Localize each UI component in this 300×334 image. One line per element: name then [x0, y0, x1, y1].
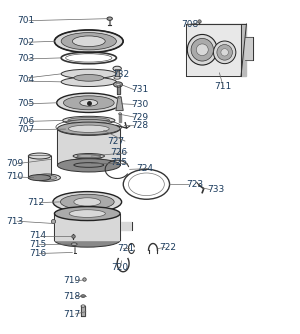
Ellipse shape	[191, 38, 214, 61]
Text: 730: 730	[131, 100, 149, 109]
Ellipse shape	[196, 44, 208, 55]
Text: 731: 731	[131, 85, 149, 94]
Text: 723: 723	[186, 180, 203, 189]
Ellipse shape	[74, 158, 104, 163]
Ellipse shape	[72, 36, 105, 47]
Ellipse shape	[217, 44, 233, 60]
Text: 733: 733	[207, 185, 225, 194]
Ellipse shape	[114, 82, 122, 87]
Text: 708: 708	[182, 20, 199, 29]
Text: 717: 717	[63, 310, 81, 319]
Text: 711: 711	[214, 82, 232, 91]
Ellipse shape	[54, 233, 120, 247]
Polygon shape	[241, 24, 247, 75]
Ellipse shape	[34, 174, 60, 181]
Text: 727: 727	[107, 137, 124, 146]
Polygon shape	[245, 37, 253, 60]
Text: 728: 728	[131, 121, 148, 130]
Ellipse shape	[28, 175, 51, 181]
Ellipse shape	[81, 295, 85, 297]
Polygon shape	[81, 306, 85, 316]
Text: 720: 720	[111, 263, 128, 272]
Text: 715: 715	[29, 240, 46, 249]
Ellipse shape	[107, 17, 112, 20]
Ellipse shape	[37, 175, 57, 180]
Ellipse shape	[81, 305, 85, 307]
Ellipse shape	[63, 96, 114, 110]
Text: 701: 701	[17, 16, 34, 25]
Ellipse shape	[69, 210, 105, 217]
Ellipse shape	[68, 125, 109, 132]
Text: 716: 716	[29, 249, 46, 258]
Text: 702: 702	[17, 38, 34, 47]
Text: 706: 706	[17, 117, 34, 126]
Text: 710: 710	[7, 172, 24, 181]
Text: 732: 732	[113, 70, 130, 79]
Text: 718: 718	[63, 292, 81, 301]
Ellipse shape	[74, 198, 101, 206]
Ellipse shape	[53, 192, 122, 212]
Text: 724: 724	[136, 164, 153, 173]
Polygon shape	[57, 129, 120, 165]
Polygon shape	[54, 213, 120, 240]
Text: 721: 721	[117, 244, 134, 253]
Text: 705: 705	[17, 99, 34, 108]
Ellipse shape	[74, 74, 104, 81]
Ellipse shape	[57, 159, 120, 172]
Ellipse shape	[118, 96, 121, 98]
Polygon shape	[117, 85, 119, 95]
Text: 726: 726	[111, 148, 128, 157]
Ellipse shape	[28, 153, 51, 159]
Ellipse shape	[73, 154, 104, 159]
Ellipse shape	[63, 116, 115, 125]
Ellipse shape	[214, 41, 236, 64]
Text: 713: 713	[6, 217, 23, 226]
Text: 719: 719	[63, 276, 81, 285]
Text: 712: 712	[28, 198, 45, 207]
Text: 707: 707	[17, 125, 34, 134]
Ellipse shape	[221, 49, 228, 56]
Text: 725: 725	[111, 158, 128, 167]
Ellipse shape	[57, 122, 120, 135]
Polygon shape	[28, 156, 51, 178]
Ellipse shape	[61, 69, 116, 78]
Ellipse shape	[187, 34, 217, 65]
Ellipse shape	[61, 33, 116, 50]
Ellipse shape	[77, 154, 101, 158]
Ellipse shape	[54, 207, 120, 220]
Ellipse shape	[57, 93, 121, 113]
Polygon shape	[119, 114, 121, 123]
Ellipse shape	[71, 243, 77, 245]
Ellipse shape	[61, 77, 116, 87]
Ellipse shape	[80, 100, 98, 106]
Ellipse shape	[60, 194, 114, 209]
Text: 714: 714	[29, 231, 46, 240]
Polygon shape	[186, 24, 241, 75]
Ellipse shape	[114, 76, 120, 79]
Text: 729: 729	[131, 113, 148, 122]
Ellipse shape	[68, 118, 110, 124]
Ellipse shape	[74, 163, 104, 167]
Polygon shape	[116, 97, 123, 111]
Polygon shape	[116, 68, 119, 78]
Ellipse shape	[113, 66, 121, 71]
Polygon shape	[118, 222, 132, 230]
Ellipse shape	[118, 113, 122, 115]
Ellipse shape	[116, 84, 120, 86]
Ellipse shape	[54, 30, 123, 52]
Text: 704: 704	[17, 75, 34, 85]
Text: 722: 722	[159, 243, 176, 252]
Text: 703: 703	[17, 54, 34, 63]
Text: 709: 709	[7, 159, 24, 168]
